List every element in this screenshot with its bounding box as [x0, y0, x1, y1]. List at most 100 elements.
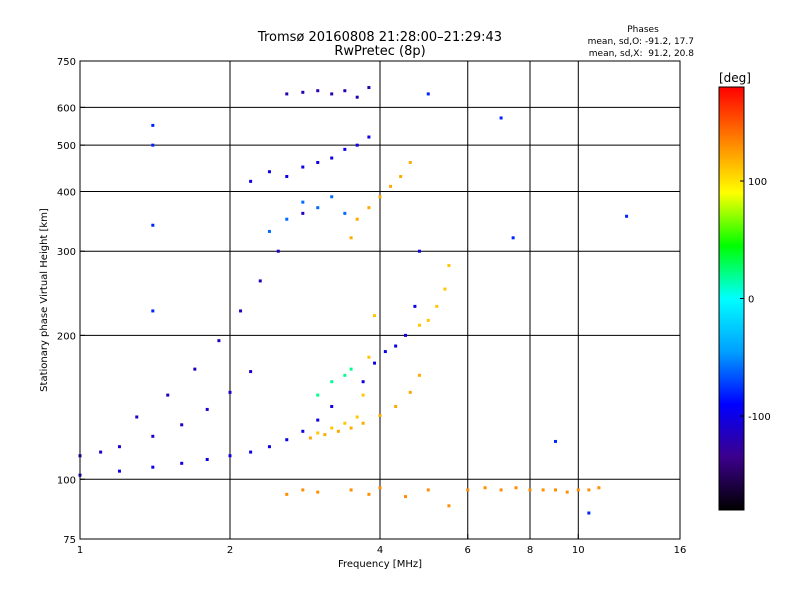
- scatter-point: [399, 174, 403, 178]
- scatter-point: [330, 404, 334, 408]
- scatter-point: [267, 229, 271, 233]
- scatter-point: [383, 350, 387, 354]
- scatter-point: [389, 184, 393, 188]
- scatter-point: [180, 461, 184, 465]
- scatter-point: [355, 143, 359, 147]
- scatter-point: [323, 433, 327, 437]
- scatter-point: [249, 370, 253, 374]
- colorbar-tick-label: -100: [748, 412, 771, 423]
- scatter-point: [528, 488, 532, 492]
- scatter-point: [378, 195, 382, 199]
- scatter-point: [483, 486, 487, 490]
- y-tick-label: 100: [57, 475, 76, 486]
- scatter-point: [330, 156, 334, 160]
- scatter-point: [403, 333, 407, 337]
- scatter-point: [151, 434, 155, 438]
- scatter-point: [316, 393, 320, 397]
- scatter-point: [301, 200, 305, 204]
- scatter-point: [316, 89, 320, 93]
- scatter-point: [367, 86, 371, 90]
- x-tick-label: 8: [527, 545, 533, 556]
- scatter-point: [301, 429, 305, 433]
- scatter-point: [587, 488, 591, 492]
- scatter-point: [408, 390, 412, 394]
- scatter-point: [394, 404, 398, 408]
- scatter-point: [426, 318, 430, 322]
- grid: [80, 61, 680, 539]
- scatter-point: [378, 486, 382, 490]
- scatter-point: [373, 314, 377, 318]
- scatter-point: [239, 309, 243, 313]
- scatter-point: [443, 287, 447, 291]
- scatter-point: [316, 206, 320, 210]
- scatter-point: [373, 361, 377, 365]
- x-tick-label: 1: [77, 545, 83, 556]
- scatter-point: [151, 309, 155, 313]
- scatter-point: [541, 488, 545, 492]
- scatter-point: [417, 323, 421, 327]
- scatter-point: [316, 160, 320, 164]
- scatter-point: [276, 249, 280, 253]
- phases-header: Phases: [627, 25, 659, 35]
- scatter-point: [228, 390, 232, 394]
- scatter-point: [151, 223, 155, 227]
- scatter-point: [301, 165, 305, 169]
- scatter-point: [426, 488, 430, 492]
- scatter-point: [435, 304, 439, 308]
- x-axis-ticks: 1 2 4 6 8 10 16: [77, 534, 686, 556]
- scatter-point: [301, 90, 305, 94]
- scatter-point: [349, 426, 353, 430]
- scatter-point: [330, 195, 334, 199]
- scatter-point: [378, 413, 382, 417]
- chart-title: Tromsø 20160808 21:28:00–21:29:43: [257, 30, 502, 45]
- scatter-point: [316, 418, 320, 422]
- scatter-point: [408, 160, 412, 164]
- scatter-point: [343, 211, 347, 215]
- scatter-point: [349, 488, 353, 492]
- scatter-point: [343, 89, 347, 93]
- scatter-point: [355, 95, 359, 99]
- scatter-point: [343, 147, 347, 151]
- scatter-point: [553, 439, 557, 443]
- scatter-point: [180, 423, 184, 427]
- y-tick-label: 75: [63, 535, 76, 546]
- scatter-point: [249, 450, 253, 454]
- scatter-point: [285, 92, 289, 96]
- scatter-point: [285, 438, 289, 442]
- scatter-point: [514, 486, 518, 490]
- scatter-points: [78, 86, 629, 515]
- scatter-point: [316, 431, 320, 435]
- scatter-point: [565, 490, 569, 494]
- scatter-point: [316, 490, 320, 494]
- scatter-point: [403, 495, 407, 499]
- scatter-point: [367, 492, 371, 496]
- scatter-point: [343, 421, 347, 425]
- scatter-point: [151, 143, 155, 147]
- scatter-point: [330, 92, 334, 96]
- x-axis-label: Frequency [MHz]: [338, 559, 422, 570]
- scatter-point: [285, 217, 289, 221]
- scatter-point: [117, 445, 121, 449]
- scatter-point: [511, 236, 515, 240]
- scatter-point: [367, 206, 371, 210]
- scatter-point: [330, 380, 334, 384]
- x-tick-label: 4: [377, 545, 383, 556]
- scatter-point: [330, 426, 334, 430]
- scatter-point: [135, 415, 139, 419]
- scatter-point: [349, 367, 353, 371]
- scatter-point: [367, 135, 371, 139]
- scatter-point: [166, 393, 170, 397]
- scatter-point: [367, 355, 371, 359]
- scatter-point: [308, 436, 312, 440]
- scatter-point: [553, 488, 557, 492]
- y-tick-label: 750: [57, 57, 76, 68]
- scatter-point: [466, 488, 470, 492]
- y-axis-ticks: 75 100 200 300 400 500 600 750: [57, 57, 85, 546]
- scatter-point: [267, 445, 271, 449]
- phases-o-stat: mean, sd,O: -91.2, 17.7: [588, 37, 694, 47]
- scatter-point: [258, 279, 262, 283]
- scatter-point: [228, 454, 232, 458]
- x-tick-label: 10: [572, 545, 585, 556]
- scatter-point: [417, 249, 421, 253]
